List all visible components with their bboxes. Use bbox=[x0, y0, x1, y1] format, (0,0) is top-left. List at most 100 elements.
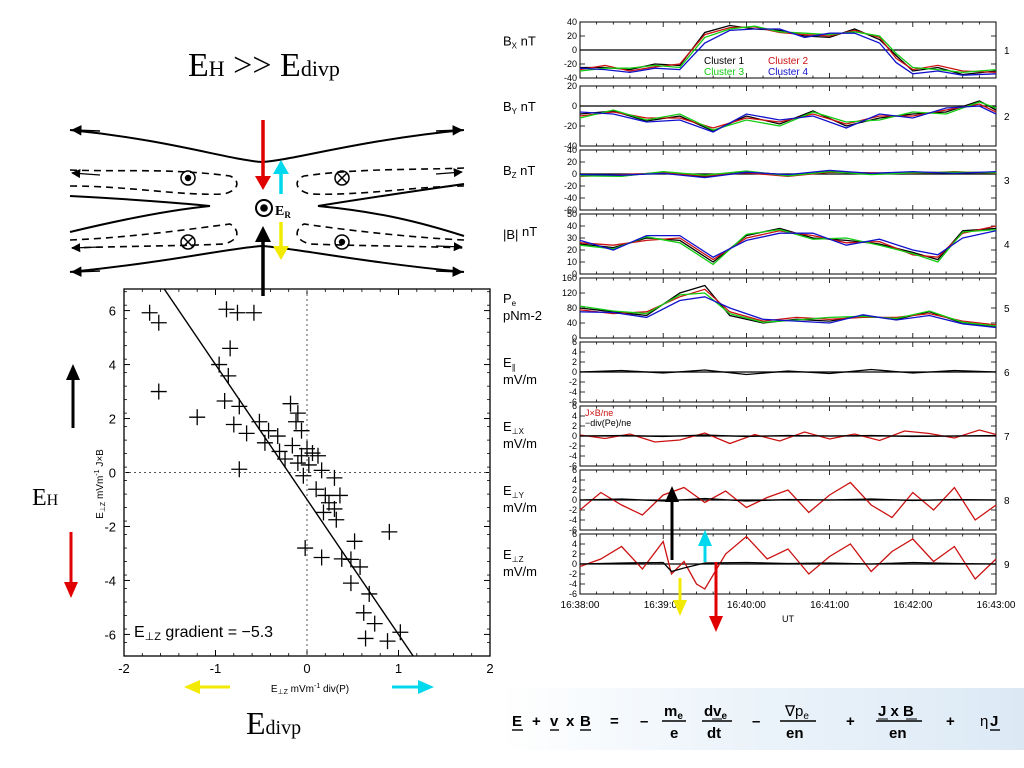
scatter-point bbox=[251, 413, 268, 430]
panel-ytick-label: 6 bbox=[572, 337, 577, 347]
panel-number: 2 bbox=[1004, 112, 1010, 123]
scatter-point bbox=[150, 383, 167, 400]
panel-label: E⊥Y bbox=[503, 483, 525, 500]
scatter-plot: -2 -1 0 1 2 -6 -4 -2 0 2 4 6 E⊥Z mVm-1 div(P) E⊥Z m… bbox=[94, 288, 494, 696]
scatter-xtick-label: 1 bbox=[395, 661, 402, 676]
scatter-point bbox=[317, 487, 334, 504]
panel-ytick-label: -40 bbox=[564, 193, 577, 203]
panel-ytick-label: 6 bbox=[572, 465, 577, 475]
series-line bbox=[579, 429, 997, 445]
panel-ytick-label: -20 bbox=[564, 59, 577, 69]
cluster-legend: Cluster 1 Cluster 2 Cluster 3 Cluster 4 bbox=[704, 56, 808, 78]
panel-ytick-label: 4 bbox=[572, 539, 577, 549]
eq-b: B bbox=[580, 713, 591, 730]
ohms-law-equation: E + v x B = – me e dve dt – ∇pe en + J x… bbox=[512, 703, 1000, 742]
panel-ytick-label: 4 bbox=[572, 347, 577, 357]
panel-unit: pNm-2 bbox=[503, 308, 542, 323]
er-label: ER bbox=[275, 204, 291, 220]
ts-cyan-arrow-head bbox=[698, 530, 712, 546]
scatter-point bbox=[297, 540, 314, 557]
eq-dve: dve bbox=[704, 703, 728, 722]
panel-ytick-label: 0 bbox=[572, 367, 577, 377]
panel-ytick-label: 40 bbox=[567, 318, 577, 328]
scatter-point bbox=[150, 314, 167, 331]
panel-ytick-label: -6 bbox=[569, 525, 577, 535]
panel-unit: mV/m bbox=[503, 372, 537, 387]
slide-title: EH >> Edivp bbox=[188, 47, 340, 84]
eh-label: EH bbox=[32, 485, 59, 511]
panel-number: 1 bbox=[1004, 46, 1010, 57]
fit-line bbox=[163, 288, 414, 657]
panel-number: 5 bbox=[1004, 304, 1010, 315]
panel-ytick-label: -6 bbox=[569, 397, 577, 407]
panel-ytick-label: 2 bbox=[572, 485, 577, 495]
panel-label: |B| nT bbox=[503, 224, 537, 242]
scatter-point bbox=[260, 422, 277, 439]
scatter-point bbox=[256, 434, 273, 451]
panel-ytick-label: 160 bbox=[562, 273, 577, 283]
legend-entry: J×B/ne bbox=[585, 408, 613, 418]
scatter-point bbox=[238, 425, 255, 442]
panel-ytick-label: -2 bbox=[569, 441, 577, 451]
panel-number: 4 bbox=[1004, 240, 1010, 251]
panel-ytick-label: 120 bbox=[562, 288, 577, 298]
scatter-point bbox=[289, 405, 306, 422]
scatter-xtick-label: -1 bbox=[210, 661, 222, 676]
panel-ytick-label: 30 bbox=[567, 233, 577, 243]
scatter-point bbox=[361, 585, 378, 602]
panel-ytick-label: 20 bbox=[567, 157, 577, 167]
legend-entry: Cluster 1 bbox=[704, 56, 744, 67]
panel-ytick-label: 40 bbox=[567, 145, 577, 155]
panel-number: 8 bbox=[1004, 496, 1010, 507]
panel-ytick-label: -4 bbox=[569, 451, 577, 461]
eq-en-2: en bbox=[889, 725, 907, 742]
legend-entry: Cluster 3 bbox=[704, 67, 744, 78]
series-line bbox=[579, 169, 997, 179]
eq-plus-3: + bbox=[946, 713, 955, 730]
series-line bbox=[579, 101, 997, 131]
panel-ytick-label: 0 bbox=[572, 45, 577, 55]
panel7-legend: J×B/ne−div(Pe)/ne bbox=[585, 408, 631, 428]
scatter-point bbox=[225, 416, 242, 433]
panel-ytick-label: 50 bbox=[567, 209, 577, 219]
panel-ytick-label: 6 bbox=[572, 529, 577, 539]
panel-frame bbox=[579, 213, 997, 275]
yellow-arrow-head bbox=[273, 246, 289, 260]
scatter-point bbox=[352, 558, 369, 575]
panel-ytick-label: -2 bbox=[569, 569, 577, 579]
scatter-point bbox=[231, 398, 248, 415]
panel-ytick-label: 40 bbox=[567, 221, 577, 231]
panel-unit: mV/m bbox=[503, 564, 537, 579]
scatter-point bbox=[218, 301, 235, 318]
panel-ytick-label: 10 bbox=[567, 257, 577, 267]
series-line bbox=[579, 228, 997, 266]
panel-ytick-label: 0 bbox=[572, 559, 577, 569]
field-direction-arrows bbox=[70, 125, 464, 277]
eh-black-arrow-head bbox=[66, 364, 80, 380]
panel-label: E∥ bbox=[503, 355, 516, 372]
panel-number: 7 bbox=[1004, 432, 1010, 443]
scatter-point bbox=[141, 304, 158, 321]
panel-ytick-label: -4 bbox=[569, 579, 577, 589]
series-line bbox=[579, 481, 997, 521]
series-line bbox=[579, 292, 997, 327]
panel-label: BY nT bbox=[503, 99, 536, 116]
eq-e-den: e bbox=[670, 725, 678, 742]
timeseries-panel-3: 40 20 0 -20 -40 -60 BZ nT 3 bbox=[503, 145, 1010, 215]
upper-field-line bbox=[69, 129, 465, 164]
scatter-point bbox=[366, 615, 383, 632]
scatter-ytick-label: -2 bbox=[104, 519, 116, 534]
panel-frame bbox=[579, 85, 997, 147]
timeseries-arrows bbox=[665, 486, 723, 632]
panel-ytick-label: -60 bbox=[564, 205, 577, 215]
time-axis-labels: 16:38:00 16:39:00 16:40:00 16:41:00 16:42:00… bbox=[561, 600, 1016, 611]
scatter-ytick-label: 2 bbox=[109, 412, 116, 427]
legend-entry: Cluster 4 bbox=[768, 67, 808, 78]
eq-equals: = bbox=[610, 713, 619, 730]
eq-gradp: ∇pe bbox=[784, 703, 809, 722]
panel-unit: mV/m bbox=[503, 436, 537, 451]
